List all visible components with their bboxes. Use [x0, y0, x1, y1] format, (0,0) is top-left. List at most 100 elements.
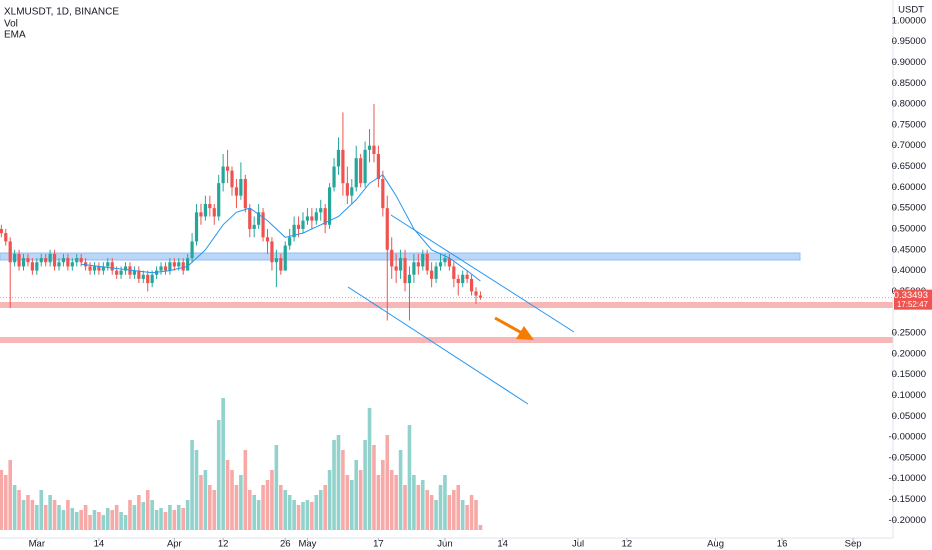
arrow-head: [516, 326, 534, 340]
volume-bar: [310, 502, 314, 530]
candle-body: [0, 228, 3, 234]
x-tick-label: 14: [497, 539, 508, 550]
volume-bar: [403, 485, 407, 530]
volume-bar: [92, 510, 97, 530]
candle-body: [301, 220, 305, 229]
volume-bar: [296, 505, 301, 530]
volume-bar: [132, 505, 137, 530]
volume-bar: [367, 408, 372, 530]
volume-bar: [141, 502, 146, 530]
candle-body: [341, 149, 345, 184]
volume-bar: [221, 398, 225, 530]
x-tick-label: Apr: [167, 539, 182, 550]
y-tick-label: 0.25000: [892, 328, 926, 339]
volume-bar: [452, 490, 456, 530]
volume-bar: [376, 475, 381, 530]
volume-bar: [381, 460, 385, 530]
candle-body: [296, 224, 301, 229]
candle-body: [243, 179, 247, 209]
candle-body: [234, 187, 239, 196]
candle-body: [163, 266, 168, 271]
volume-bar: [119, 512, 123, 530]
volume-bar: [3, 475, 8, 530]
volume-bar: [469, 495, 474, 530]
volume-bar: [208, 485, 212, 530]
candle-body: [385, 208, 389, 250]
volume-bar: [354, 460, 359, 530]
volume-bar: [0, 470, 4, 530]
volume-bar: [168, 505, 172, 530]
y-tick-label: -0.00000: [888, 432, 926, 443]
candle-body: [376, 154, 381, 179]
candle-body: [212, 208, 216, 217]
y-tick-label: -0.15000: [888, 494, 926, 505]
volume-bar: [274, 445, 279, 530]
volume-bar: [314, 495, 319, 530]
volume-bar: [474, 500, 478, 530]
candle-body: [447, 258, 451, 267]
volume-bar: [128, 500, 132, 530]
candle-body: [434, 266, 438, 279]
candle-body: [168, 262, 172, 271]
candle-body: [217, 183, 221, 217]
volume-bar: [145, 490, 150, 530]
y-tick-label: 0.80000: [892, 99, 926, 110]
candle-body: [101, 266, 105, 271]
volume-bar: [79, 510, 83, 530]
candle-body: [265, 237, 270, 242]
volume-bar: [39, 490, 44, 530]
candle-body: [190, 241, 194, 259]
target-zone: [0, 337, 893, 343]
candle-body: [44, 258, 48, 263]
y-tick-label: 0.55000: [892, 203, 926, 214]
candle-body: [115, 270, 119, 275]
volume-bar: [243, 450, 248, 530]
candle-body: [48, 253, 52, 263]
y-tick-label: 0.60000: [892, 182, 926, 193]
arrow-shaft: [494, 316, 523, 335]
candle-body: [469, 278, 474, 292]
volume-bar: [261, 485, 265, 530]
candle-body: [203, 203, 207, 217]
y-tick-label: 0.75000: [892, 119, 926, 130]
volume-bar: [389, 470, 394, 530]
candle-body: [66, 258, 70, 267]
candle-body: [398, 258, 403, 271]
volume-bar: [154, 510, 159, 530]
volume-bar: [48, 495, 52, 530]
candle-body: [328, 187, 332, 225]
volume-bar: [97, 512, 101, 530]
candle-body: [26, 258, 30, 263]
y-tick-label: -0.05000: [888, 452, 926, 463]
candle-body: [363, 149, 367, 184]
volume-bar: [172, 510, 177, 530]
volume-bar: [283, 490, 288, 530]
candle-body: [208, 203, 212, 209]
candle-body: [372, 145, 376, 155]
volume-bars: [0, 398, 483, 530]
volume-bar: [394, 475, 398, 530]
candle-body: [21, 258, 26, 267]
candle-body: [252, 224, 256, 229]
support-zone: [0, 302, 893, 308]
candle-body: [425, 253, 429, 271]
candle-body: [79, 258, 83, 263]
volume-bar: [287, 495, 292, 530]
candle-body: [261, 212, 265, 238]
x-tick-label: Aug: [707, 539, 724, 550]
volume-bar: [105, 508, 110, 530]
volume-bar: [12, 485, 17, 530]
candle-body: [438, 262, 443, 267]
volume-bar: [323, 485, 327, 530]
candle-body: [456, 278, 460, 284]
volume-bar: [61, 510, 66, 530]
candle-body: [288, 237, 292, 246]
volume-bar: [270, 470, 274, 530]
symbol-title: XLMUSDT, 1D, BINANCE: [4, 7, 119, 18]
x-tick-label: 26: [280, 539, 291, 550]
ema-line: [81, 174, 481, 282]
candle-body: [407, 274, 412, 284]
candle-body: [13, 253, 17, 263]
candle-body: [390, 249, 394, 267]
x-tick-label: Mar: [29, 539, 45, 550]
